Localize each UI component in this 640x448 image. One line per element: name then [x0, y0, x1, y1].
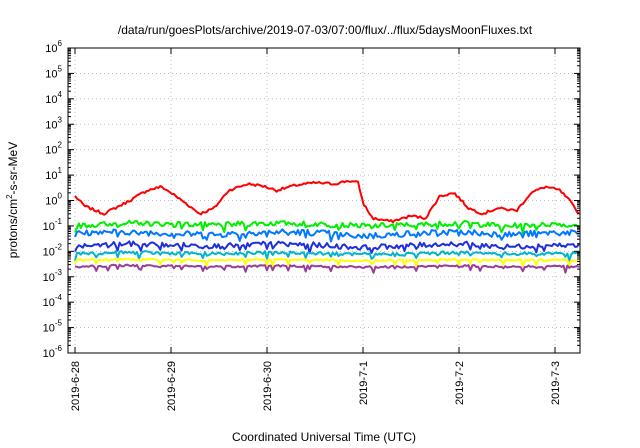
data-series-line	[74, 250, 580, 262]
y-tick-base: 10	[43, 221, 55, 233]
y-tick-label: 10-2	[43, 242, 63, 258]
y-tick-label: 105	[45, 64, 62, 80]
y-tick-exp: 2	[58, 141, 63, 150]
y-tick-label: 10-4	[43, 293, 63, 309]
y-tick-exp: -2	[55, 242, 63, 251]
chart-title: /data/run/goesPlots/archive/2019-07-03/0…	[118, 23, 533, 37]
y-tick-exp: 0	[58, 192, 63, 201]
y-tick-base: 10	[45, 145, 57, 157]
y-tick-label: 106	[45, 39, 62, 55]
data-series-line	[74, 240, 580, 255]
x-tick-label: 2019-7-1	[358, 361, 370, 405]
y-axis-label: protons/cm2-s-sr-MeV	[5, 142, 20, 258]
y-tick-base: 10	[45, 68, 57, 80]
y-tick-base: 10	[45, 170, 57, 182]
y-tick-exp: 6	[58, 39, 63, 48]
y-tick-exp: -3	[55, 268, 63, 277]
y-axis-label-post: -s-sr-MeV	[6, 142, 20, 195]
y-tick-exp: 3	[58, 115, 63, 124]
y-tick-base: 10	[43, 348, 55, 360]
y-tick-label: 10-6	[43, 344, 63, 360]
y-tick-label: 10-1	[43, 217, 63, 233]
y-tick-label: 100	[45, 192, 62, 208]
y-tick-label: 101	[45, 166, 62, 182]
grid-lines	[68, 48, 580, 353]
x-tick-label: 2019-6-30	[262, 361, 274, 411]
y-tick-base: 10	[45, 43, 57, 55]
y-tick-base: 10	[45, 119, 57, 131]
y-tick-label: 104	[45, 90, 62, 106]
y-tick-base: 10	[43, 272, 55, 284]
y-tick-base: 10	[45, 196, 57, 208]
data-series-line	[74, 219, 580, 235]
y-tick-label: 10-3	[43, 268, 63, 284]
axis-ticks: 10-610-510-410-310-210-11001011021031041…	[43, 39, 580, 411]
y-axis-label-sup: 2	[5, 194, 14, 199]
y-tick-base: 10	[45, 94, 57, 106]
data-series-line	[74, 257, 580, 268]
y-tick-base: 10	[43, 246, 55, 258]
y-tick-base: 10	[43, 323, 55, 335]
y-tick-exp: 1	[58, 166, 63, 175]
y-tick-exp: -4	[55, 293, 63, 302]
data-series-line	[74, 263, 580, 274]
x-tick-label: 2019-7-3	[550, 361, 562, 405]
y-tick-label: 102	[45, 141, 62, 157]
y-tick-exp: 5	[58, 64, 63, 73]
x-tick-label: 2019-6-29	[166, 361, 178, 411]
y-tick-label: 10-5	[43, 319, 63, 335]
y-tick-label: 103	[45, 115, 62, 131]
series-layer	[74, 180, 580, 274]
y-tick-exp: -1	[55, 217, 63, 226]
x-tick-label: 2019-6-28	[70, 361, 82, 411]
x-tick-label: 2019-7-2	[454, 361, 466, 405]
y-axis-label-pre: protons/cm	[6, 199, 20, 258]
y-tick-exp: 4	[58, 90, 63, 99]
y-tick-exp: -5	[55, 319, 63, 328]
data-series-line	[74, 228, 580, 243]
x-axis-label: Coordinated Universal Time (UTC)	[232, 430, 416, 444]
data-series-line	[74, 180, 580, 224]
y-tick-exp: -6	[55, 344, 63, 353]
y-tick-base: 10	[43, 297, 55, 309]
